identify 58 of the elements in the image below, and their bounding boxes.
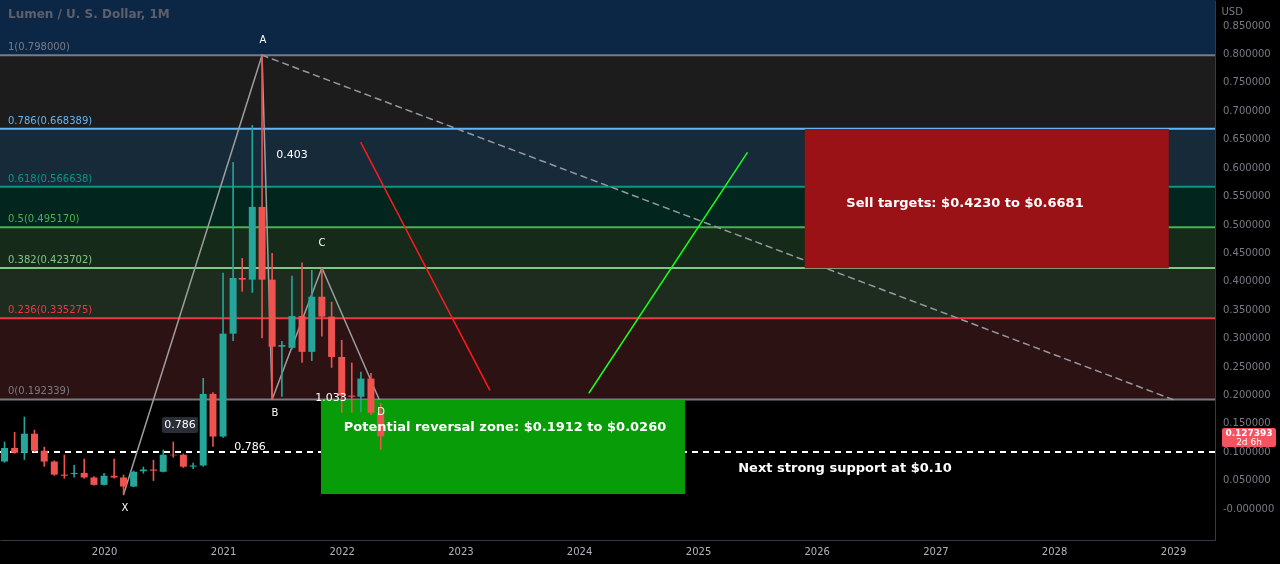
ref-line-label: 0.786(0.668389) (8, 114, 93, 126)
annotation: 0.786 (234, 440, 266, 453)
candlestick (357, 370, 365, 413)
annotation: X (121, 502, 129, 513)
y-axis-title: USD (1221, 5, 1244, 17)
y-tick-label: 0.200000 (1223, 389, 1271, 401)
y-tick-label: 0.350000 (1223, 303, 1271, 315)
x-tick-label: 2023 (448, 545, 474, 557)
annotation: B (271, 407, 279, 418)
ref-line-label: Next strong support at $0.10 (738, 459, 952, 475)
y-tick-label: 0.250000 (1223, 360, 1271, 372)
x-tick-label: 2021 (210, 545, 237, 557)
candlestick (30, 428, 38, 453)
candlestick (20, 415, 28, 461)
candlestick (1, 440, 9, 464)
annotation: Sell targets: $0.4230 to $0.6681 (846, 195, 1084, 210)
y-tick-label: 0.550000 (1223, 190, 1271, 202)
candlestick (238, 257, 246, 293)
ref-line-label: 0(0.192339) (8, 385, 70, 397)
y-tick-label: 0.750000 (1223, 76, 1271, 88)
y-tick-label: 0.100000 (1223, 445, 1271, 457)
candlestick (120, 473, 128, 496)
x-tick-label: 2027 (923, 545, 949, 557)
text: 2d 6h (1236, 437, 1262, 447)
candlestick (318, 267, 326, 338)
y-tick-label: 0.500000 (1223, 218, 1271, 230)
y-tick-label: 0.150000 (1223, 417, 1271, 429)
y-tick-label: 0.050000 (1223, 474, 1271, 486)
x-tick-label: 2026 (804, 545, 830, 557)
ref-line-label: 0.382(0.423702) (8, 253, 93, 265)
candlestick (11, 431, 19, 455)
annotation: A (259, 34, 267, 45)
y-tick-label: -0.000000 (1223, 502, 1275, 514)
candlestick (278, 340, 286, 398)
y-tick-label: 0.700000 (1223, 104, 1271, 116)
y-tick-label: 0.300000 (1223, 332, 1271, 344)
x-tick-label: 2028 (1041, 545, 1068, 557)
y-tick-label: 0.650000 (1223, 133, 1271, 145)
ref-line-label: 1(0.798000) (8, 41, 70, 53)
x-tick-label: 2024 (566, 545, 593, 557)
ref-line-label: 0.236(0.335275) (8, 304, 93, 316)
annotation: 0.786 (164, 418, 196, 431)
x-tick-label: 2020 (91, 545, 118, 557)
text: Lumen / U. S. Dollar, 1M (8, 7, 170, 21)
y-tick-label: 0.800000 (1223, 48, 1271, 59)
candlestick (40, 445, 48, 468)
annotation: C (318, 237, 326, 248)
text: 0.127393 (1225, 428, 1273, 438)
y-tick-label: 0.600000 (1223, 161, 1271, 173)
x-tick-label: 2022 (329, 545, 355, 557)
ref-line-label: 0.618(0.566638) (8, 172, 93, 184)
y-tick-label: 0.850000 (1223, 19, 1271, 31)
ref-line-label: 0.5(0.495170) (8, 213, 80, 225)
y-tick-label: 0.450000 (1223, 246, 1271, 258)
x-tick-label: 2025 (685, 545, 712, 557)
x-tick-label: 2029 (1160, 545, 1187, 557)
y-tick-label: 0.400000 (1223, 275, 1271, 287)
annotation: 0.403 (276, 148, 308, 161)
